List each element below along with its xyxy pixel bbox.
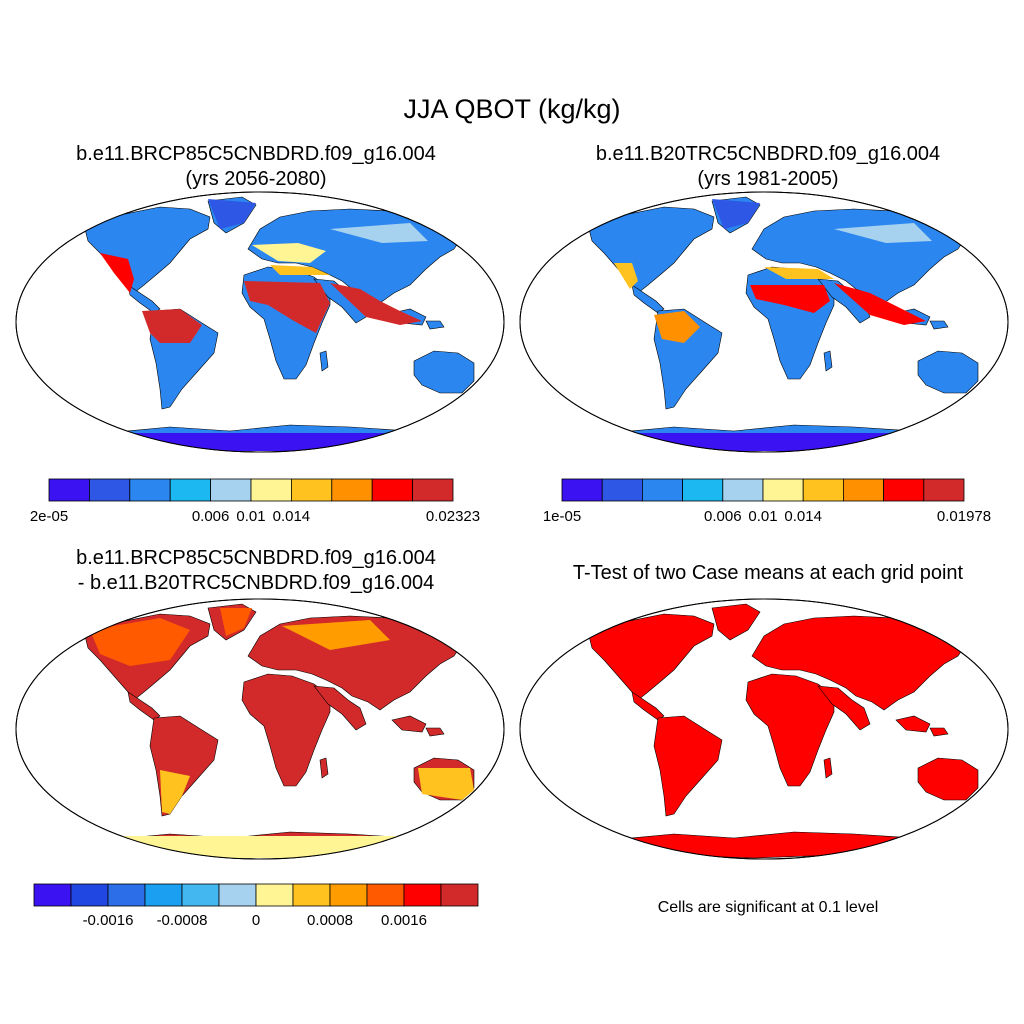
colorbar-future [48,478,454,502]
colorbar-tick-label: 0.01 [236,508,266,525]
colorbar-swatch [371,478,414,502]
colorbar-tick-label: 0.0008 [307,912,353,929]
panel-title-future-line1: b.e11.BRCP85C5CNBDRD.f09_g16.004 [76,143,436,165]
colorbar-swatch [366,883,405,907]
colorbar-tick-label: 0.02323 [425,508,481,525]
colorbar-tick-label: 0.006 [704,508,742,525]
colorbar-swatch [802,478,844,502]
colorbar-tick-label: 0.006 [191,508,230,525]
colorbar-swatch [682,478,724,502]
panel-title-historical-line1: b.e11.B20TRC5CNBDRD.f09_g16.004 [595,143,941,165]
panel-title-future: b.e11.BRCP85C5CNBDRD.f09_g16.004 (yrs 20… [0,142,512,192]
colorbar-swatch [181,883,220,907]
colorbar-swatch [843,478,885,502]
map-panel-difference [15,598,505,860]
panel-title-historical: b.e11.B20TRC5CNBDRD.f09_g16.004 (yrs 198… [512,142,1024,192]
colorbar-swatch [883,478,925,502]
colorbar-historical [561,478,965,502]
colorbar-swatch [601,478,643,502]
map-panel-ttest [519,598,1009,860]
colorbar-swatch [440,883,479,907]
colorbar-swatch [144,883,183,907]
colorbar-tick-label: 0.0016 [381,912,427,929]
panel-title-difference-line1: b.e11.BRCP85C5CNBDRD.f09_g16.004 [76,547,436,569]
colorbar-swatch [923,478,965,502]
colorbar-swatch [331,478,373,502]
colorbar-swatch [48,478,90,502]
significance-note: Cells are significant at 0.1 level [657,899,879,916]
colorbar-swatch [250,478,292,502]
colorbar-swatch [642,478,684,502]
colorbar-swatch [561,478,603,502]
colorbar-tick-label: 0.014 [784,508,822,525]
colorbar-swatch [33,883,72,907]
panel-title-difference-line2: - b.e11.B20TRC5CNBDRD.f09_g16.004 [77,572,435,594]
panel-title-ttest: T-Test of two Case means at each grid po… [572,562,964,584]
colorbar-tick-label: -0.0016 [82,912,134,929]
colorbar-tick-label: 2e-05 [29,508,69,525]
colorbar-swatch [169,478,211,502]
main-title: JJA QBOT (kg/kg) [403,94,621,124]
colorbar-swatch [89,478,131,502]
panel-title-future-line2: (yrs 2056-2080) [185,168,327,190]
colorbar-tick-label: 0.014 [272,508,311,525]
colorbar-swatch [403,883,442,907]
colorbar-tick-label: -0.0008 [156,912,208,929]
map-panel-historical [519,191,1009,453]
colorbar-swatch [70,883,109,907]
colorbar-swatch [129,478,171,502]
colorbar-difference [33,883,479,907]
colorbar-swatch [107,883,146,907]
colorbar-swatch [412,478,454,502]
panel-title-difference: b.e11.BRCP85C5CNBDRD.f09_g16.004 - b.e11… [0,546,512,596]
colorbar-swatch [255,883,294,907]
colorbar-tick-label: 0.01 [748,508,778,525]
map-panel-future [15,191,505,453]
colorbar-tick-label: 1e-05 [542,508,582,525]
colorbar-swatch [290,478,333,502]
colorbar-swatch [218,883,257,907]
colorbar-swatch [762,478,804,502]
colorbar-tick-label: 0 [251,912,261,929]
colorbar-swatch [722,478,764,502]
panel-title-historical-line2: (yrs 1981-2005) [697,168,839,190]
colorbar-swatch [329,883,368,907]
colorbar-swatch [210,478,252,502]
colorbar-tick-label: 0.01978 [936,508,992,525]
colorbar-swatch [292,883,331,907]
